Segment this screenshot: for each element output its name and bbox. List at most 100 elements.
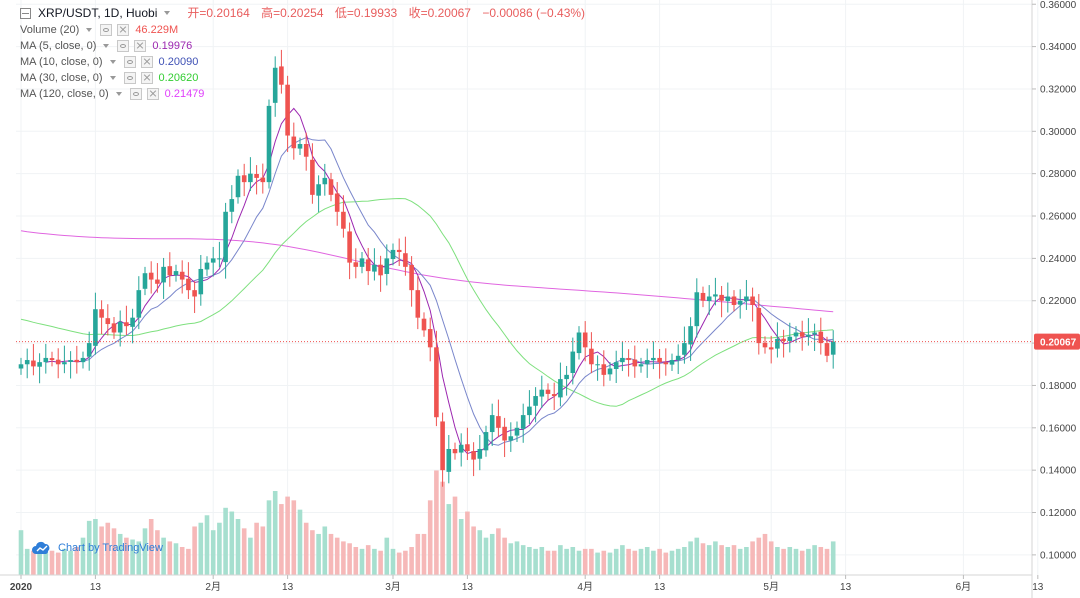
volume-bar	[260, 526, 266, 575]
candle-body	[496, 416, 501, 428]
indicator-label[interactable]: Volume (20)	[20, 24, 80, 36]
visibility-icon[interactable]	[100, 24, 113, 36]
volume-bar	[644, 547, 650, 575]
volume-bar	[669, 550, 675, 575]
indicator-row[interactable]: Volume (20) 46.229M	[20, 22, 593, 38]
chevron-down-icon[interactable]	[86, 28, 93, 32]
candle-body	[341, 211, 346, 229]
volume-bar	[403, 550, 408, 575]
candle-body	[452, 448, 458, 454]
volume-bar	[204, 515, 210, 575]
visibility-icon[interactable]	[129, 88, 142, 100]
symbol-label[interactable]: XRP/USDT, 1D, Huobi	[38, 6, 158, 20]
candle-body	[260, 177, 266, 183]
volume-bar	[737, 548, 743, 575]
chevron-down-icon[interactable]	[109, 76, 116, 80]
volume-bar	[378, 550, 383, 575]
volume-bar	[291, 500, 297, 575]
volume-bar	[675, 548, 681, 575]
indicator-row[interactable]: MA (10, close, 0) 0.20090	[20, 54, 593, 70]
time-axis[interactable]: 2020132月133月134月135月136月1325	[0, 574, 1080, 593]
volume-bar	[489, 533, 495, 575]
tradingview-watermark[interactable]: Chart by TradingView	[32, 540, 163, 556]
indicator-label[interactable]: MA (120, close, 0)	[20, 88, 109, 100]
candle-body	[527, 406, 532, 416]
price-axis[interactable]: 0.10000 0.12000 0.14000 0.16000 0.18000 0.200…	[1031, 0, 1080, 598]
last-price-label: 0.20067	[1040, 338, 1077, 349]
indicator-rows: Volume (20) 46.229M MA (5, close, 0) 0.1997…	[20, 22, 593, 102]
volume-bar	[359, 548, 365, 575]
indicator-row[interactable]: MA (30, close, 0) 0.20620	[20, 70, 593, 86]
close-icon[interactable]	[134, 40, 147, 52]
time-tick-label: 2月	[205, 581, 221, 593]
candle-body	[824, 343, 830, 356]
close-icon[interactable]	[140, 72, 153, 84]
collapse-icon[interactable]	[20, 7, 31, 19]
volume-bar	[564, 548, 569, 575]
volume-bar	[24, 548, 30, 575]
volume-bar	[155, 530, 160, 575]
candle-body	[310, 159, 315, 195]
visibility-icon[interactable]	[117, 40, 130, 52]
candle-body	[502, 426, 507, 441]
candle-body	[421, 318, 427, 331]
candle-body	[545, 389, 551, 394]
candle-body	[148, 272, 154, 280]
visibility-icon[interactable]	[123, 72, 136, 84]
candle-body	[291, 136, 297, 149]
volume-bar	[136, 541, 142, 575]
close-icon[interactable]	[146, 88, 159, 100]
candle-body	[235, 175, 241, 198]
volume-bar	[74, 547, 80, 575]
close-icon[interactable]	[117, 24, 130, 36]
volume-bar	[558, 545, 563, 575]
volume-bar	[570, 547, 576, 575]
candle-body	[514, 427, 520, 436]
indicator-row[interactable]: MA (5, close, 0) 0.19976	[20, 38, 593, 54]
volume-bar	[589, 548, 594, 575]
indicator-label[interactable]: MA (10, close, 0)	[20, 56, 103, 68]
candle-body	[483, 432, 489, 451]
volume-bar	[49, 550, 55, 575]
candle-body	[68, 360, 73, 362]
volume-bar	[545, 550, 551, 575]
volume-bar	[601, 550, 607, 575]
candle-body	[675, 355, 681, 361]
candle-body	[105, 318, 111, 325]
time-tick-label: 13	[462, 582, 474, 593]
candle-body	[279, 66, 284, 85]
close-icon[interactable]	[140, 56, 153, 68]
volume-bar	[173, 543, 179, 575]
chart-legend: XRP/USDT, 1D, Huobi 开=0.20164 高=0.20254 …	[20, 4, 593, 102]
indicator-label[interactable]: MA (30, close, 0)	[20, 72, 103, 84]
candle-body	[192, 290, 197, 297]
indicator-value: 0.20620	[158, 72, 199, 84]
candle-body	[601, 364, 607, 375]
chevron-down-icon[interactable]	[164, 11, 171, 15]
volume-bar	[744, 547, 749, 575]
candle-body	[254, 174, 259, 178]
volume-bar	[620, 545, 625, 575]
volume-bar	[223, 507, 228, 575]
visibility-icon[interactable]	[123, 56, 136, 68]
chevron-down-icon[interactable]	[103, 44, 110, 48]
volume-bar	[254, 522, 259, 575]
volume-bar	[303, 522, 309, 575]
volume-bar	[520, 545, 526, 575]
volume-bar	[328, 533, 334, 575]
change-value: −0.00086 (−0.43%)	[482, 6, 586, 20]
indicator-label[interactable]: MA (5, close, 0)	[20, 40, 97, 52]
chevron-down-icon[interactable]	[115, 92, 122, 96]
volume-bar	[632, 550, 638, 575]
time-tick-label: 13	[1032, 582, 1044, 593]
candle-body	[99, 309, 104, 318]
price-tick-label: 0.26000	[1040, 212, 1077, 223]
volume-bar	[682, 547, 687, 575]
indicator-value: 46.229M	[135, 24, 179, 36]
candle-body	[508, 436, 514, 441]
chevron-down-icon[interactable]	[109, 60, 116, 64]
indicator-row[interactable]: MA (120, close, 0) 0.21479	[20, 86, 593, 102]
volume-bar	[799, 550, 805, 575]
candle-body	[471, 451, 476, 460]
